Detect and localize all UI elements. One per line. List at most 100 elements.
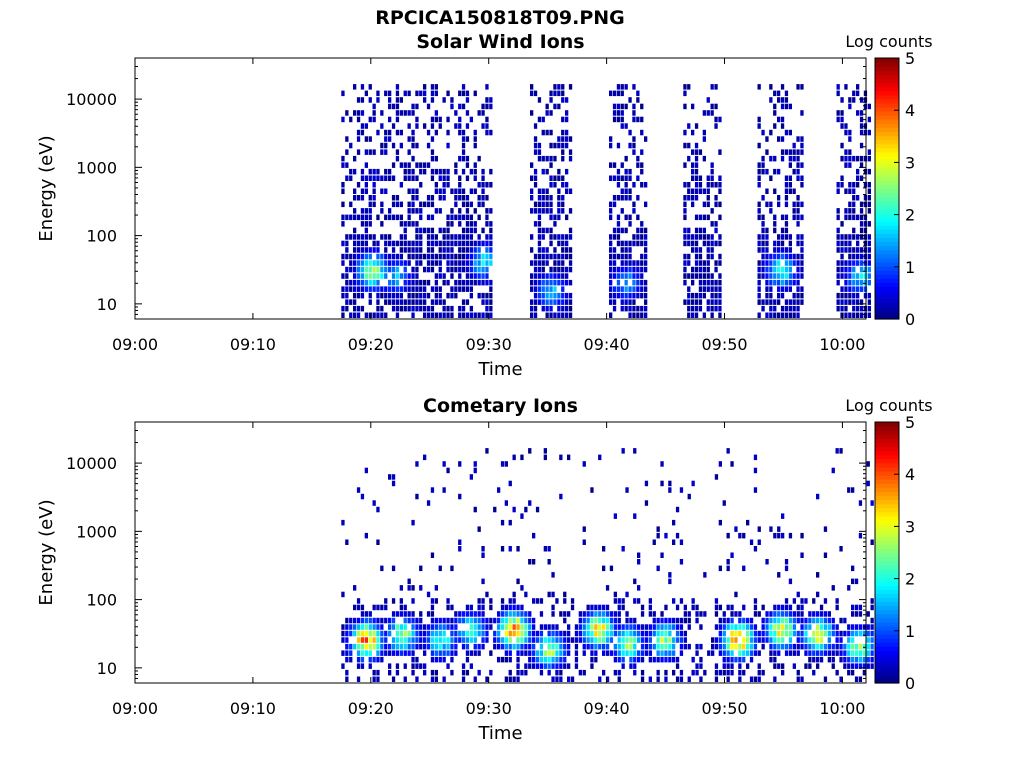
data-cell [415, 299, 419, 305]
data-cell [695, 643, 699, 650]
colorbar-swatch [875, 168, 899, 173]
data-cell [863, 90, 868, 97]
data-cell [582, 650, 586, 656]
data-cell [636, 240, 640, 247]
data-cell [384, 260, 388, 266]
data-cell [419, 208, 423, 214]
data-cell [528, 448, 532, 454]
data-cell [341, 286, 345, 292]
data-cell [376, 90, 380, 97]
data-cell [784, 247, 789, 253]
data-cell [836, 299, 840, 305]
data-cell [632, 110, 636, 116]
data-cell [863, 273, 868, 279]
data-cell [625, 630, 629, 637]
data-cell [446, 305, 450, 312]
data-cell [644, 624, 649, 630]
data-cell [364, 175, 368, 181]
data-cell [473, 260, 477, 266]
data-cell [489, 286, 493, 292]
data-cell [557, 136, 561, 142]
plot-area [135, 422, 866, 683]
data-cell [565, 110, 569, 116]
data-cell [458, 461, 462, 467]
data-cell [839, 676, 843, 682]
data-cell [796, 136, 800, 142]
data-cell [574, 650, 579, 656]
data-cell [781, 604, 785, 611]
data-cell [423, 84, 427, 90]
data-cell [341, 182, 345, 188]
data-cell [679, 650, 684, 656]
data-cell [500, 656, 505, 663]
data-cell [827, 611, 831, 617]
data-cell [694, 273, 699, 279]
data-cell [557, 234, 561, 240]
data-cell [848, 273, 852, 279]
data-cell [368, 214, 372, 221]
data-cell [609, 247, 613, 253]
data-cell [784, 97, 789, 103]
data-cell [568, 136, 573, 142]
data-cell [549, 227, 553, 234]
data-cell [617, 650, 621, 656]
data-cell [609, 299, 613, 305]
data-cell [848, 129, 852, 136]
data-cell [617, 669, 621, 676]
data-cell [827, 630, 831, 637]
data-cell [446, 90, 450, 97]
x-tick-label: 09:40 [584, 699, 630, 718]
data-cell [368, 175, 372, 181]
data-cell [574, 643, 579, 650]
data-cell [640, 637, 645, 643]
data-cell [637, 656, 641, 663]
colorbar-swatch [875, 503, 899, 509]
data-cell [446, 116, 450, 123]
data-cell [376, 253, 380, 260]
data-cell [773, 221, 777, 227]
data-cell [706, 110, 710, 116]
data-cell [632, 116, 636, 123]
data-cell [769, 630, 773, 637]
data-cell [843, 650, 847, 656]
data-cell [718, 519, 722, 526]
data-cell [800, 611, 804, 617]
data-cell [477, 260, 481, 266]
data-cell [481, 188, 485, 194]
data-cell [454, 286, 458, 292]
data-cell [866, 624, 870, 630]
data-cell [859, 279, 864, 286]
data-cell [796, 84, 800, 90]
data-cell [430, 617, 435, 624]
data-cell [840, 240, 844, 247]
data-cell [796, 637, 800, 643]
data-cell [612, 266, 617, 273]
data-cell [836, 273, 840, 279]
data-cell [450, 650, 454, 656]
data-cell [372, 201, 376, 208]
colorbar-swatch [875, 278, 899, 283]
data-cell [831, 617, 835, 624]
data-cell [870, 637, 874, 643]
data-cell [454, 253, 458, 260]
data-cell [380, 234, 384, 240]
data-cell [819, 624, 824, 630]
data-cell [694, 162, 699, 168]
data-cell [780, 103, 785, 110]
data-cell [364, 253, 368, 260]
data-cell [528, 500, 532, 506]
data-cell [568, 84, 573, 90]
data-cell [360, 266, 365, 273]
data-cell [777, 279, 781, 286]
data-cell [796, 604, 800, 611]
data-cell [364, 149, 368, 155]
data-cell [461, 247, 466, 253]
data-cell [612, 162, 617, 168]
data-cell [528, 624, 532, 630]
data-cell [769, 175, 773, 181]
x-tick-label: 09:40 [584, 335, 630, 354]
data-cell [617, 630, 621, 637]
data-cell [349, 201, 353, 208]
data-cell [761, 247, 765, 253]
data-cell [620, 116, 624, 123]
